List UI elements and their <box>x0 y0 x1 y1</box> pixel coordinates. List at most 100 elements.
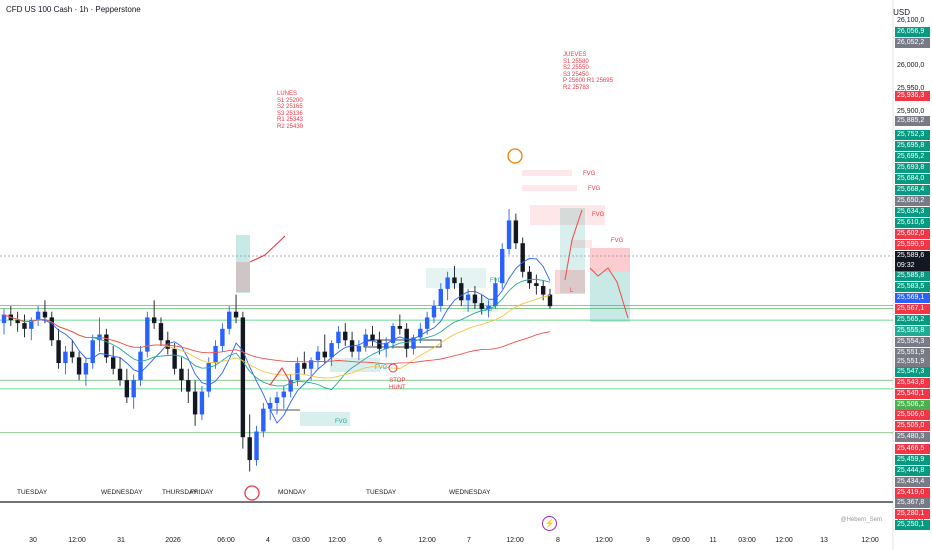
price-marker-label: 25,459,9 <box>895 455 930 465</box>
time-tick-label: 12:00 <box>775 537 793 544</box>
candle-body <box>390 325 396 344</box>
candle-body <box>438 288 443 306</box>
day-label: WEDNESDAY <box>449 489 491 496</box>
projection-arrow <box>269 366 293 386</box>
price-marker-label: 25,602,0 <box>895 229 930 239</box>
lightning-icon[interactable]: ⚡ <box>542 516 557 531</box>
candle-body <box>397 325 403 329</box>
candle-body <box>227 311 232 329</box>
price-marker-label: 25,684,0 <box>895 174 930 184</box>
time-tick-label: 12:00 <box>328 537 346 544</box>
candle-body <box>145 317 150 352</box>
jueves-levels-note: JUEVES S1 25580 S2 25550 S3 25450 P 2560… <box>563 52 613 91</box>
candle-body <box>104 334 109 358</box>
bottom-circle-marker <box>244 485 260 501</box>
candle-body <box>261 408 266 432</box>
fvg-tag: FVG <box>375 365 388 371</box>
candle-body <box>322 351 327 358</box>
day-label: TUESDAY <box>366 489 397 496</box>
price-marker-label: 09:32 <box>895 261 930 271</box>
time-tick-label: 12:00 <box>595 537 613 544</box>
time-tick-label: 12:00 <box>506 537 524 544</box>
currency-label[interactable]: USD <box>893 8 910 17</box>
price-marker-label: 25,590,9 <box>895 240 930 250</box>
candle-body <box>336 331 341 344</box>
day-label: FRIDAY <box>190 489 214 496</box>
zone-box <box>590 248 630 272</box>
price-marker-label: 25,555,8 <box>895 326 930 336</box>
day-label: THURSDAY <box>162 489 198 496</box>
time-tick-label: 03:00 <box>738 537 756 544</box>
zone-box <box>530 205 605 225</box>
candle-body <box>479 303 484 309</box>
moving-average-line <box>3 258 551 424</box>
candle-body <box>192 391 198 415</box>
candle-body <box>315 351 321 361</box>
candle-body <box>493 283 498 306</box>
day-label: WEDNESDAY <box>101 489 143 496</box>
price-marker-label: 25,551,9 <box>895 357 930 367</box>
candle-body <box>424 317 430 329</box>
candle-body <box>220 328 225 346</box>
candle-body <box>247 437 252 461</box>
price-marker-label: 25,583,5 <box>895 282 930 292</box>
candle-body <box>302 363 307 369</box>
fvg-tag: FVG <box>611 238 624 244</box>
price-marker-label: 25,585,8 <box>895 271 930 281</box>
candle-body <box>527 271 532 284</box>
price-marker-label: 26,056,9 <box>895 27 930 37</box>
candle-body <box>63 351 68 364</box>
candle-body <box>343 331 348 341</box>
price-tick-label: 25,250,0 <box>895 515 930 525</box>
price-tick-label: 25,900,0 <box>897 108 925 115</box>
candle-body <box>534 283 539 287</box>
zone-box <box>555 270 585 294</box>
price-marker-label: 25,610,6 <box>895 218 930 228</box>
price-marker-label: 25,695,2 <box>895 152 930 162</box>
candle-body <box>111 357 116 369</box>
candle-body <box>179 368 184 381</box>
candle-body <box>356 345 362 352</box>
candle-body <box>56 340 61 364</box>
time-tick-label: 12:00 <box>68 537 86 544</box>
author-watermark: @Hebern_Sem <box>840 517 882 523</box>
projection-arrow <box>564 209 583 281</box>
symbol-title[interactable]: CFD US 100 Cash · 1h · Pepperstone <box>6 5 141 14</box>
fvg-tag: FVG <box>583 171 596 177</box>
candle-body <box>418 328 423 338</box>
fvg-tag: FVG <box>490 278 503 284</box>
candle-body <box>254 431 259 461</box>
time-tick-label: 09:00 <box>672 537 690 544</box>
price-marker-label: 25,280,1 <box>895 509 930 519</box>
candle-body <box>274 397 280 403</box>
candle-body <box>165 340 170 349</box>
price-marker-label: 25,569,1 <box>895 293 930 303</box>
candle-body <box>42 311 48 318</box>
candle-body <box>308 360 314 369</box>
price-marker-label: 25,752,3 <box>895 130 930 140</box>
price-marker-label: 26,052,2 <box>895 38 930 48</box>
candle-body <box>329 343 334 358</box>
candle-body <box>199 391 205 415</box>
time-tick-label: 13 <box>820 537 828 544</box>
candle-body <box>513 220 519 244</box>
price-marker-label: 25,551,9 <box>895 348 930 358</box>
candle-body <box>206 363 211 392</box>
candle-body <box>76 357 82 375</box>
candle-body <box>117 368 123 381</box>
price-tick-label: 25,950,0 <box>897 85 925 92</box>
candle-body <box>547 294 553 307</box>
price-marker-label: 25,936,3 <box>895 91 930 101</box>
zone-box <box>330 358 380 372</box>
time-tick-label: 11 <box>709 537 717 544</box>
candle-body <box>486 306 491 309</box>
price-marker-label: 25,554,3 <box>895 337 930 347</box>
fvg-tag: FVG <box>335 419 348 425</box>
candle-body <box>540 286 546 295</box>
projection-arrow <box>249 235 286 263</box>
price-marker-label: 25,695,8 <box>895 141 930 151</box>
candle-body <box>445 277 450 289</box>
candle-body <box>35 311 41 321</box>
